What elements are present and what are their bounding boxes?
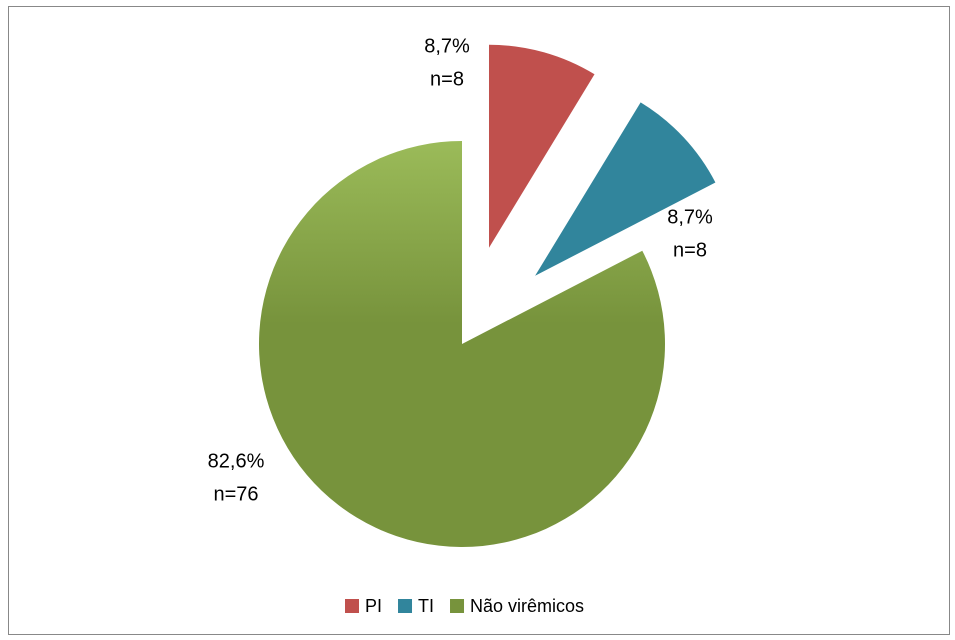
legend-label: Não virêmicos (470, 596, 584, 616)
value-label: 8,7% (667, 206, 713, 228)
value-label: 82,6% (208, 450, 265, 472)
legend-swatch (450, 599, 465, 613)
legend-swatch (345, 599, 359, 613)
pie-slice (535, 102, 716, 276)
legend-swatch (398, 599, 413, 613)
legend-label: PI (365, 596, 382, 616)
value-label: 8,7% (424, 35, 470, 57)
count-label: n=8 (430, 68, 464, 90)
pie-slice (488, 44, 595, 248)
count-label: n=76 (213, 483, 258, 505)
count-label: n=8 (673, 239, 707, 261)
legend-label: TI (418, 596, 434, 616)
pie-slice (258, 141, 665, 547)
